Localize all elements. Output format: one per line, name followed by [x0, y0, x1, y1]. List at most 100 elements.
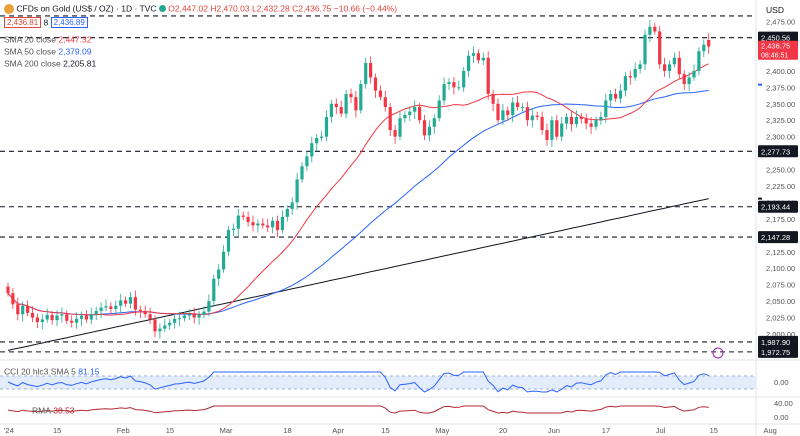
sma20-value: 2,447.32	[58, 34, 92, 45]
candle-body	[187, 314, 191, 316]
candle-body	[462, 70, 466, 88]
candle-body	[667, 64, 672, 71]
candle-body	[599, 116, 603, 121]
countdown-label: 08:46:51	[761, 53, 788, 60]
candle-body	[354, 97, 358, 111]
level-tag-box	[758, 31, 798, 44]
market-open-icon	[158, 5, 166, 13]
candle-body	[26, 305, 30, 313]
candle-body	[574, 116, 578, 125]
cci-tick-label: 0.00	[774, 378, 789, 387]
sma200-legend[interactable]: SMA 200 close 2,205.81	[4, 58, 96, 69]
candle-body	[60, 314, 64, 316]
price-tick-label: 2,350.00	[766, 100, 795, 109]
candle-body	[256, 223, 260, 226]
price-tick-label: 2,000.00	[766, 330, 795, 339]
bid-price[interactable]: 2,436.81	[4, 17, 42, 29]
candle-body	[109, 306, 113, 309]
level-tag-label: 1,987.90	[761, 338, 790, 347]
candle-body	[540, 116, 544, 131]
candle-body	[114, 305, 118, 309]
candle-body	[369, 63, 373, 78]
candle-body	[628, 76, 632, 78]
candle-body	[148, 314, 152, 320]
candle-body	[687, 77, 691, 85]
rsi-tick-label: 0.00	[774, 413, 789, 422]
gold-logo-icon	[4, 3, 14, 14]
sma20-line	[7, 63, 709, 316]
ohlc-low: L2,432.28	[251, 3, 290, 14]
candle-body	[579, 116, 583, 119]
candle-body	[393, 130, 397, 137]
candle-body	[506, 110, 510, 115]
candle-body	[246, 216, 250, 223]
candle-body	[697, 51, 701, 71]
time-tick-label: Feb	[117, 426, 130, 435]
level-tag-box	[758, 231, 798, 244]
sma200-label: SMA 200 close	[4, 58, 61, 69]
candle-body	[207, 301, 211, 312]
candle-body	[359, 84, 363, 111]
candle-body	[55, 315, 59, 321]
candle-body	[35, 317, 39, 323]
price-tick-label: 2,025.00	[766, 314, 795, 323]
symbol-title[interactable]: CFDs on Gold (US$ / OZ) · 1D · TVC	[16, 3, 157, 14]
symbol-legend: CFDs on Gold (US$ / OZ) · 1D · TVC O2,44…	[4, 3, 397, 14]
bid-ask-legend: 2,436.81 8 2,436.89	[4, 17, 88, 29]
candle-body	[486, 57, 490, 94]
candle-body	[261, 223, 265, 226]
sma50-legend[interactable]: SMA 50 close 2,379.09	[4, 46, 91, 57]
level-tag-box	[758, 145, 798, 158]
level-tag-box	[758, 335, 798, 348]
level-tag-label: 2,450.56	[761, 34, 790, 43]
candle-body	[584, 118, 588, 124]
candle-body	[467, 55, 471, 71]
candle-body	[403, 114, 407, 119]
cci-legend[interactable]: CCI 20 hlc3 SMA 5 81.15	[4, 366, 99, 377]
rsi-tick-label: 40.00	[774, 399, 793, 408]
candle-body	[251, 222, 255, 226]
candle-body	[476, 53, 480, 61]
time-tick-label: 15	[381, 426, 389, 435]
candle-body	[192, 314, 196, 318]
candle-body	[305, 156, 309, 167]
candle-body	[271, 220, 275, 228]
candle-body	[310, 143, 314, 157]
time-tick-label: May	[435, 426, 449, 435]
sma50-line	[7, 90, 709, 316]
candle-body	[633, 68, 637, 78]
time-tick-label: '24	[4, 426, 14, 435]
time-tick-label: 15	[710, 426, 718, 435]
candle-body	[604, 100, 608, 117]
candle-body	[40, 319, 44, 323]
candle-body	[413, 107, 417, 112]
time-tick-label: Mar	[220, 426, 233, 435]
ohlc-open: O2,447.02	[168, 3, 208, 14]
candle-body	[339, 107, 343, 114]
price-tick-label: 2,375.00	[766, 83, 795, 92]
candle-body	[418, 107, 422, 121]
candle-body	[427, 126, 431, 136]
level-tag-label: 2,277.73	[761, 147, 790, 156]
candle-body	[344, 93, 348, 114]
sma50-label: SMA 50 close	[4, 46, 56, 57]
candle-body	[677, 57, 681, 75]
ohlc-high: H2,470.03	[210, 3, 250, 14]
candle-body	[182, 315, 186, 319]
rsi-legend[interactable]: RMA 38.53	[32, 405, 75, 416]
candle-body	[373, 77, 378, 91]
candle-body	[329, 103, 333, 117]
candle-body	[94, 310, 98, 315]
candle-body	[30, 312, 35, 318]
candle-body	[452, 82, 456, 88]
candle-body	[104, 306, 108, 308]
candle-body	[555, 120, 559, 137]
time-tick-label: Apr	[332, 426, 344, 435]
candle-body	[212, 278, 216, 302]
ask-price[interactable]: 2,436.89	[50, 17, 88, 29]
candle-body	[408, 111, 412, 115]
sma20-legend[interactable]: SMA 20 close 2,447.32	[4, 34, 91, 45]
candle-body	[124, 300, 128, 304]
rsi-value: 38.53	[53, 405, 75, 416]
